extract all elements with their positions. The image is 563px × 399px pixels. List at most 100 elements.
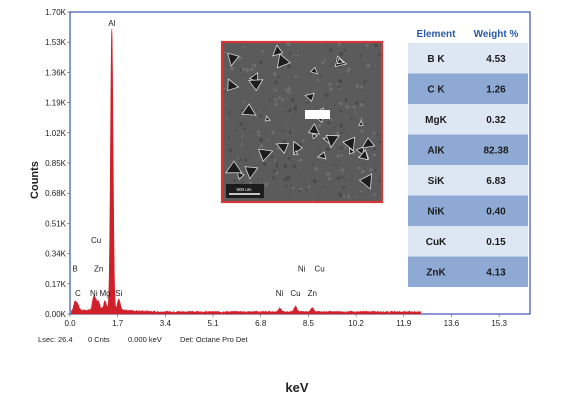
sem-texture-dot bbox=[259, 60, 263, 65]
sem-texture-dot bbox=[323, 162, 325, 165]
table-cell-weight: 0.15 bbox=[486, 237, 506, 248]
sem-texture-dot bbox=[228, 148, 232, 153]
sem-texture-dot bbox=[360, 129, 364, 133]
sem-texture-dot bbox=[258, 115, 262, 118]
sem-texture-dot bbox=[287, 64, 291, 69]
sem-texture-dot bbox=[284, 184, 288, 188]
table-row bbox=[408, 134, 528, 165]
sem-texture-dot bbox=[239, 122, 243, 127]
sem-particle bbox=[225, 160, 243, 174]
sem-texture-dot bbox=[240, 108, 244, 112]
sem-texture-dot bbox=[354, 111, 357, 114]
sem-texture-dot bbox=[285, 88, 287, 91]
table-cell-element: SiK bbox=[428, 176, 445, 187]
peak-label: Si bbox=[115, 289, 122, 298]
table-cell-element: MgK bbox=[425, 115, 447, 126]
sem-texture-dot bbox=[259, 144, 264, 148]
sem-texture-dot bbox=[259, 138, 264, 142]
sem-texture-dot bbox=[306, 53, 309, 56]
sem-texture-dot bbox=[339, 123, 344, 128]
sem-texture-dot bbox=[237, 56, 242, 60]
sem-texture-dot bbox=[345, 104, 350, 109]
sem-texture-dot bbox=[334, 104, 336, 106]
sem-texture-dot bbox=[255, 115, 258, 118]
sem-texture-dot bbox=[346, 69, 350, 73]
sem-texture-dot bbox=[363, 80, 367, 84]
sem-particles bbox=[223, 42, 381, 201]
sem-texture-dot bbox=[338, 193, 343, 197]
sem-texture-dot bbox=[343, 146, 347, 150]
sem-texture-dot bbox=[365, 43, 369, 48]
sem-texture-dot bbox=[291, 133, 294, 136]
sem-texture-dot bbox=[369, 167, 373, 172]
table-cell-element: C K bbox=[427, 84, 445, 95]
sem-texture-dot bbox=[243, 100, 246, 103]
sem-texture-dot bbox=[288, 52, 292, 55]
sem-texture-dot bbox=[239, 145, 242, 147]
sem-texture-dot bbox=[286, 176, 290, 180]
sem-texture-dot bbox=[337, 170, 340, 172]
table-row bbox=[408, 104, 528, 135]
sem-particle bbox=[244, 166, 259, 180]
sem-particle bbox=[348, 147, 356, 155]
sem-texture-dot bbox=[311, 162, 314, 165]
sem-texture-dot bbox=[248, 181, 253, 185]
sem-texture-dot bbox=[311, 199, 314, 201]
sem-texture-dot bbox=[321, 61, 325, 64]
sem-texture-dot bbox=[252, 129, 255, 132]
peak-label: Ni bbox=[298, 264, 306, 273]
sem-texture-dot bbox=[344, 98, 348, 102]
sem-texture-dot bbox=[294, 75, 298, 79]
sem-texture-dot bbox=[283, 164, 288, 168]
sem-texture-dot bbox=[374, 168, 377, 172]
sem-particle bbox=[275, 142, 290, 155]
x-tick-label: 13.6 bbox=[444, 319, 460, 328]
sem-texture-dot bbox=[340, 154, 344, 157]
x-tick-label: 0.0 bbox=[64, 319, 76, 328]
sem-texture-dot bbox=[342, 194, 346, 198]
sem-texture-dot bbox=[339, 109, 343, 113]
peak-label: Al bbox=[108, 19, 115, 28]
sem-texture-dot bbox=[363, 167, 366, 170]
peak-label: Cu bbox=[290, 289, 300, 298]
sem-texture-dot bbox=[294, 113, 297, 116]
table-cell-weight: 0.40 bbox=[486, 206, 506, 217]
sem-texture-dot bbox=[329, 87, 333, 91]
sem-particle bbox=[236, 171, 245, 180]
sem-texture-dot bbox=[298, 158, 303, 162]
sem-texture-dot bbox=[365, 123, 367, 125]
sem-texture-dot bbox=[243, 127, 247, 131]
sem-particle bbox=[276, 53, 291, 69]
sem-texture-dot bbox=[345, 115, 348, 118]
sem-texture-dot bbox=[307, 185, 311, 189]
sem-scale-bar-label: 500 um bbox=[236, 187, 251, 192]
sem-texture-dot bbox=[257, 178, 260, 180]
table-cell-weight: 1.26 bbox=[486, 84, 506, 95]
sem-particle bbox=[358, 173, 373, 190]
sem-texture-dot bbox=[325, 106, 328, 109]
sem-texture-dot bbox=[258, 88, 261, 91]
table-cell-weight: 4.13 bbox=[486, 267, 506, 278]
sem-texture-dot bbox=[337, 147, 340, 150]
sem-texture-dot bbox=[336, 154, 341, 158]
sem-texture-dot bbox=[338, 166, 340, 169]
sem-texture-dot bbox=[376, 133, 380, 136]
sem-texture-dot bbox=[343, 172, 345, 175]
sem-texture-dot bbox=[291, 186, 295, 190]
sem-particle bbox=[358, 149, 369, 161]
sem-texture-dot bbox=[359, 117, 364, 121]
x-axis-ticks: 0.0 1.7 3.4 5.1 6.8 8.5 10.2 11.9 13.6 15.3 bbox=[64, 314, 507, 328]
sem-texture-dot bbox=[371, 136, 373, 139]
sem-particle bbox=[342, 136, 356, 152]
sem-texture-dot bbox=[378, 140, 381, 144]
table-cell-element: B K bbox=[427, 54, 445, 65]
sem-texture-dot bbox=[296, 54, 299, 57]
sem-particle bbox=[309, 66, 319, 75]
sem-texture-dot bbox=[223, 91, 226, 94]
x-tick-label: 11.9 bbox=[396, 319, 412, 328]
sem-texture-dot bbox=[286, 155, 289, 157]
sem-texture-dot bbox=[319, 183, 322, 186]
x-tick-label: 10.2 bbox=[348, 319, 364, 328]
sem-highlight-marker bbox=[305, 110, 330, 119]
